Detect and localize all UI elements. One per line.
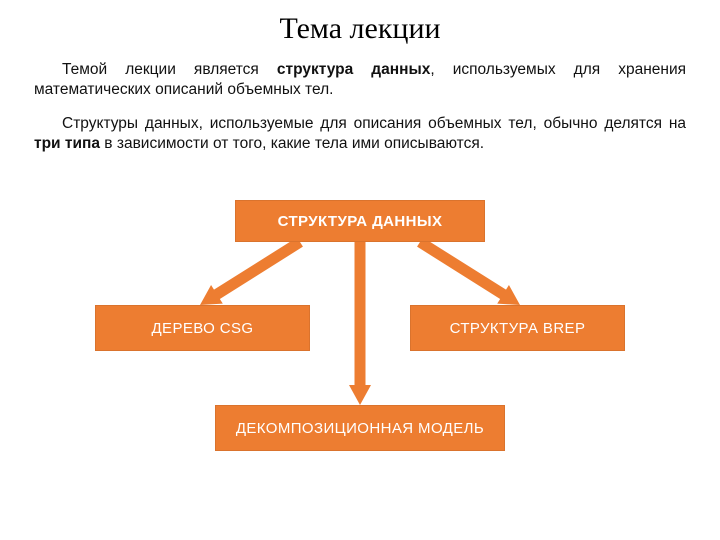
node-left-label: ДЕРЕВО CSG (151, 320, 253, 337)
paragraph-2: Структуры данных, используемые для описа… (0, 114, 720, 154)
node-right: СТРУКТУРА BREP (410, 305, 625, 351)
p2-c: в зависимости от того, какие тела ими оп… (100, 135, 484, 152)
node-bottom: ДЕКОМПОЗИЦИОННАЯ МОДЕЛЬ (215, 405, 505, 451)
node-bottom-label: ДЕКОМПОЗИЦИОННАЯ МОДЕЛЬ (236, 420, 484, 437)
node-left: ДЕРЕВО CSG (95, 305, 310, 351)
node-root: СТРУКТУРА ДАННЫХ (235, 200, 485, 242)
p1-a: Темой лекции является (62, 61, 277, 78)
diagram: СТРУКТУРА ДАННЫХ ДЕРЕВО CSG СТРУКТУРА BR… (0, 190, 720, 530)
p1-b: структура данных (277, 61, 430, 78)
p2-a: Структуры данных, используемые для описа… (62, 115, 686, 132)
node-right-label: СТРУКТУРА BREP (450, 320, 586, 337)
p2-b: три типа (34, 135, 100, 152)
node-root-label: СТРУКТУРА ДАННЫХ (278, 213, 443, 230)
paragraph-1: Темой лекции является структура данных, … (0, 60, 720, 100)
page-title: Тема лекции (0, 0, 720, 46)
